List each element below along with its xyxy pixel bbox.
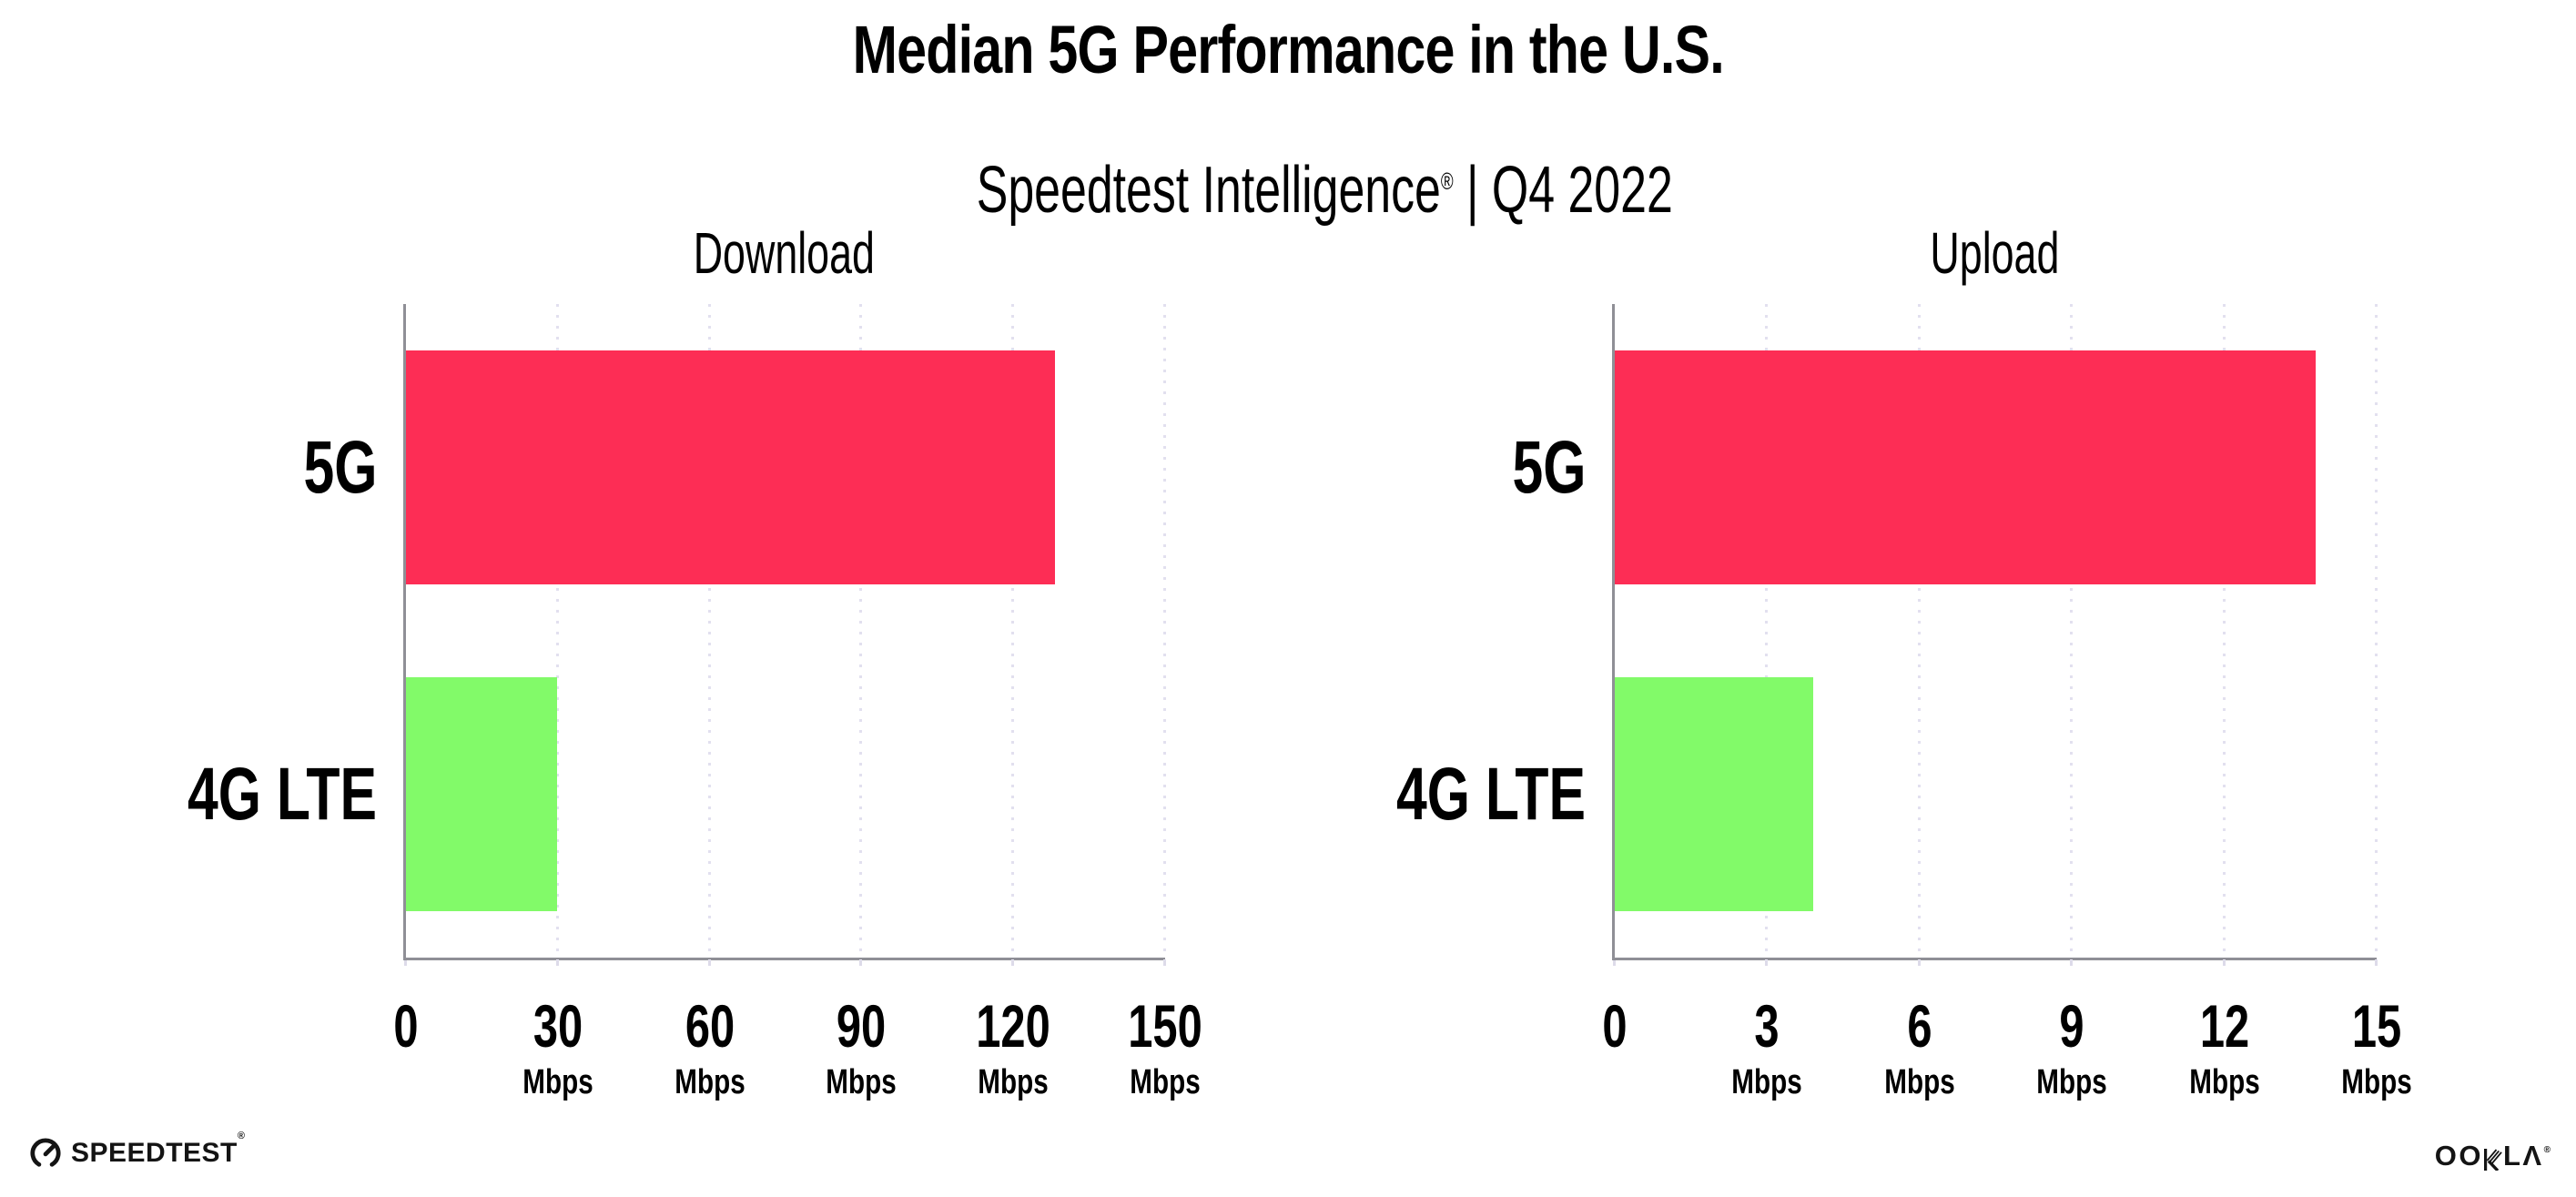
x-tick-unit-15: Mbps xyxy=(2341,1063,2412,1101)
gridline-12 xyxy=(2222,304,2226,966)
gridline-9 xyxy=(2070,304,2074,966)
ookla-wordmark-left: OO xyxy=(2434,1140,2483,1172)
axis-tick-9 xyxy=(2070,960,2074,966)
category-label-5g: 5G xyxy=(1512,425,1586,509)
x-tick-label-90: 90 xyxy=(837,992,887,1060)
gridline-6 xyxy=(1917,304,1921,966)
x-tick-unit-30: Mbps xyxy=(522,1063,593,1101)
speedtest-logo: SPEEDTEST® xyxy=(30,1131,246,1169)
category-label-4g-lte: 4G LTE xyxy=(1396,752,1586,836)
gridline-60 xyxy=(707,304,711,966)
axis-tick-3 xyxy=(1765,960,1769,966)
axis-tick-15 xyxy=(2375,960,2378,966)
gridline-15 xyxy=(2375,304,2378,966)
x-tick-label-0: 0 xyxy=(393,992,419,1060)
gridline-3 xyxy=(1765,304,1769,966)
ookla-logo: OO LΛ ® xyxy=(2434,1140,2551,1172)
registered-mark: ® xyxy=(1440,168,1454,195)
ookla-wordmark-right: LΛ xyxy=(2503,1140,2544,1172)
x-tick-unit-12: Mbps xyxy=(2188,1063,2260,1101)
bar-upload-5g xyxy=(1615,350,2317,584)
axis-tick-12 xyxy=(2222,960,2226,966)
gridline-30 xyxy=(555,304,559,966)
subtitle-period: | Q4 2022 xyxy=(1453,153,1673,227)
speedtest-gauge-icon xyxy=(30,1138,61,1167)
gridline-150 xyxy=(1163,304,1166,966)
page-title: Median 5G Performance in the U.S. xyxy=(0,15,2576,86)
gridline-90 xyxy=(859,304,863,966)
gridline-120 xyxy=(1011,304,1015,966)
x-tick-unit-6: Mbps xyxy=(1884,1063,1955,1101)
x-tick-unit-150: Mbps xyxy=(1130,1063,1201,1101)
x-tick-label-120: 120 xyxy=(976,992,1050,1060)
bar-download-5g xyxy=(406,350,1056,584)
axis-tick-150 xyxy=(1163,960,1166,966)
x-tick-label-12: 12 xyxy=(2199,992,2249,1060)
x-tick-unit-3: Mbps xyxy=(1731,1063,1803,1101)
x-tick-unit-9: Mbps xyxy=(2036,1063,2107,1101)
page-subtitle: Speedtest Intelligence® | Q4 2022 xyxy=(0,87,2576,294)
x-tick-label-60: 60 xyxy=(685,992,735,1060)
axis-tick-60 xyxy=(707,960,711,966)
download-chart-title: Download xyxy=(693,220,876,286)
axis-tick-0 xyxy=(1613,960,1616,966)
axis-tick-0 xyxy=(404,960,407,966)
axis-tick-120 xyxy=(1011,960,1015,966)
x-tick-label-15: 15 xyxy=(2351,992,2402,1060)
axis-tick-30 xyxy=(555,960,559,966)
x-tick-label-9: 9 xyxy=(2059,992,2084,1060)
x-tick-label-3: 3 xyxy=(1754,992,1780,1060)
x-tick-label-6: 6 xyxy=(1907,992,1932,1060)
x-tick-label-150: 150 xyxy=(1128,992,1202,1060)
x-tick-unit-90: Mbps xyxy=(826,1063,898,1101)
page-title-text: Median 5G Performance in the U.S. xyxy=(852,12,1724,87)
upload-chart-title: Upload xyxy=(1930,220,2059,286)
bar-upload-4g-lte xyxy=(1615,677,1813,911)
subtitle-brand: Speedtest Intelligence xyxy=(976,153,1441,227)
download-chart-plot: 0 30 Mbps 60 Mbps 90 Mbps 120 Mbps 150 Mbps 5G 4G LT… xyxy=(188,304,1202,1100)
x-tick-unit-60: Mbps xyxy=(674,1063,745,1101)
ookla-k-icon xyxy=(2484,1149,2502,1171)
page-subtitle-text: Speedtest Intelligence® | Q4 2022 xyxy=(976,153,1673,227)
speedtest-wordmark: SPEEDTEST® xyxy=(71,1131,246,1168)
category-label-4g-lte: 4G LTE xyxy=(188,752,377,836)
speedtest-registered-mark: ® xyxy=(237,1131,246,1141)
x-tick-unit-120: Mbps xyxy=(978,1063,1049,1101)
axis-tick-90 xyxy=(859,960,863,966)
x-tick-label-0: 0 xyxy=(1602,992,1628,1060)
x-tick-label-30: 30 xyxy=(532,992,583,1060)
category-label-5g: 5G xyxy=(303,425,377,509)
ookla-registered-mark: ® xyxy=(2543,1145,2551,1155)
upload-chart-plot: 0 3 Mbps 6 Mbps 9 Mbps 12 Mbps 15 Mbps 5G 4G LTE xyxy=(1396,304,2412,1100)
axis-tick-6 xyxy=(1917,960,1921,966)
bar-download-4g-lte xyxy=(406,677,558,911)
